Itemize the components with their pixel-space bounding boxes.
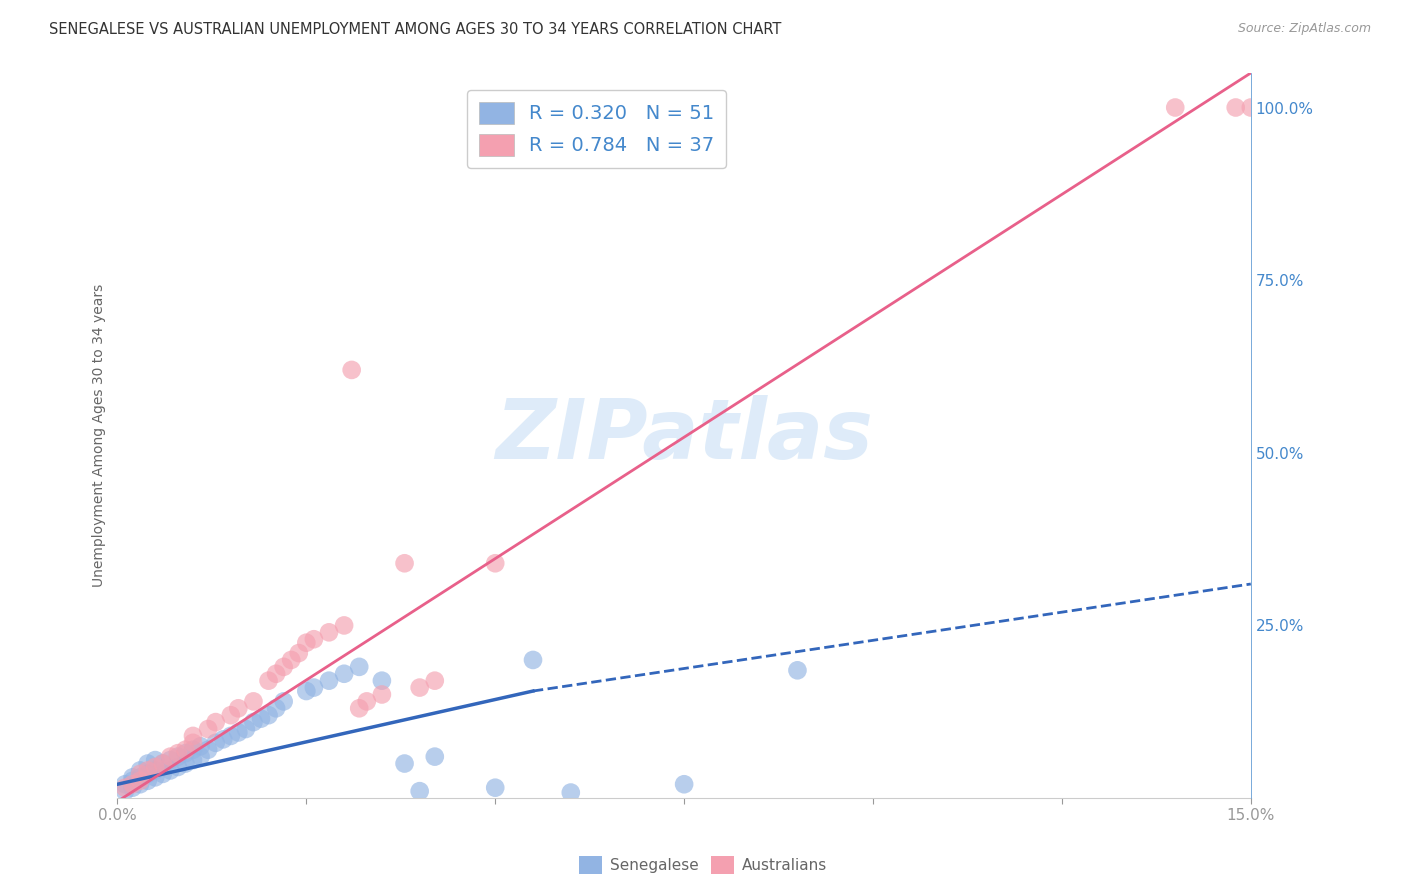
Point bbox=[152, 767, 174, 781]
Point bbox=[136, 764, 159, 778]
Point bbox=[340, 363, 363, 377]
Point bbox=[423, 673, 446, 688]
Point bbox=[484, 556, 506, 570]
Point bbox=[1164, 101, 1187, 115]
Point bbox=[228, 701, 250, 715]
Point bbox=[257, 708, 280, 723]
Point bbox=[302, 632, 325, 647]
Point bbox=[197, 742, 219, 756]
Point bbox=[408, 681, 430, 695]
Point bbox=[181, 729, 204, 743]
Point bbox=[114, 780, 136, 795]
Point bbox=[167, 746, 190, 760]
Point bbox=[560, 785, 582, 799]
Point bbox=[143, 753, 166, 767]
Legend: R = 0.320   N = 51, R = 0.784   N = 37: R = 0.320 N = 51, R = 0.784 N = 37 bbox=[467, 90, 725, 168]
Text: Source: ZipAtlas.com: Source: ZipAtlas.com bbox=[1237, 22, 1371, 36]
Point bbox=[129, 777, 152, 791]
Point bbox=[143, 760, 166, 774]
Point bbox=[167, 760, 190, 774]
Point bbox=[347, 660, 370, 674]
Point bbox=[288, 646, 311, 660]
Point bbox=[204, 715, 226, 730]
Point bbox=[136, 756, 159, 771]
Point bbox=[159, 764, 181, 778]
Point bbox=[121, 773, 143, 788]
Point bbox=[371, 673, 394, 688]
Point bbox=[129, 767, 152, 781]
Point bbox=[114, 777, 136, 791]
Point bbox=[394, 556, 416, 570]
Point bbox=[181, 742, 204, 756]
Point bbox=[181, 753, 204, 767]
Point bbox=[136, 767, 159, 781]
Point bbox=[484, 780, 506, 795]
Point bbox=[257, 673, 280, 688]
Point bbox=[167, 749, 190, 764]
Point bbox=[522, 653, 544, 667]
Point bbox=[129, 770, 152, 784]
Point bbox=[174, 756, 197, 771]
Point bbox=[228, 725, 250, 739]
Point bbox=[159, 753, 181, 767]
Point bbox=[143, 764, 166, 778]
Point bbox=[121, 770, 143, 784]
Point bbox=[197, 722, 219, 736]
Point bbox=[235, 722, 257, 736]
Point bbox=[302, 681, 325, 695]
Point bbox=[250, 712, 273, 726]
Point bbox=[204, 736, 226, 750]
Point bbox=[242, 715, 264, 730]
Point bbox=[423, 749, 446, 764]
Point bbox=[190, 749, 212, 764]
Point bbox=[242, 694, 264, 708]
Point bbox=[219, 729, 242, 743]
Point bbox=[273, 694, 295, 708]
Point bbox=[190, 739, 212, 754]
Point bbox=[356, 694, 378, 708]
Text: SENEGALESE VS AUSTRALIAN UNEMPLOYMENT AMONG AGES 30 TO 34 YEARS CORRELATION CHAR: SENEGALESE VS AUSTRALIAN UNEMPLOYMENT AM… bbox=[49, 22, 782, 37]
Point bbox=[333, 666, 356, 681]
Point bbox=[371, 688, 394, 702]
Point bbox=[174, 742, 197, 756]
Point bbox=[1225, 101, 1247, 115]
Point bbox=[318, 673, 340, 688]
Point bbox=[394, 756, 416, 771]
Point bbox=[318, 625, 340, 640]
Point bbox=[786, 663, 808, 677]
Point bbox=[121, 777, 143, 791]
Point bbox=[295, 684, 318, 698]
Point bbox=[159, 749, 181, 764]
Point bbox=[152, 756, 174, 771]
Point bbox=[295, 636, 318, 650]
Point bbox=[181, 736, 204, 750]
Text: ZIPatlas: ZIPatlas bbox=[495, 395, 873, 476]
Point bbox=[347, 701, 370, 715]
Point bbox=[673, 777, 696, 791]
Point bbox=[114, 784, 136, 798]
Point bbox=[408, 784, 430, 798]
Point bbox=[333, 618, 356, 632]
Point bbox=[264, 666, 287, 681]
Point bbox=[121, 780, 143, 795]
Point bbox=[1240, 101, 1263, 115]
Point bbox=[264, 701, 287, 715]
Point bbox=[212, 732, 235, 747]
Point bbox=[129, 773, 152, 788]
Y-axis label: Unemployment Among Ages 30 to 34 years: Unemployment Among Ages 30 to 34 years bbox=[93, 284, 107, 587]
Point bbox=[273, 660, 295, 674]
Point bbox=[136, 773, 159, 788]
Point bbox=[280, 653, 302, 667]
Point bbox=[129, 764, 152, 778]
Point bbox=[219, 708, 242, 723]
Legend: Senegalese, Australians: Senegalese, Australians bbox=[574, 850, 832, 880]
Point bbox=[143, 770, 166, 784]
Point bbox=[174, 746, 197, 760]
Point bbox=[152, 756, 174, 771]
